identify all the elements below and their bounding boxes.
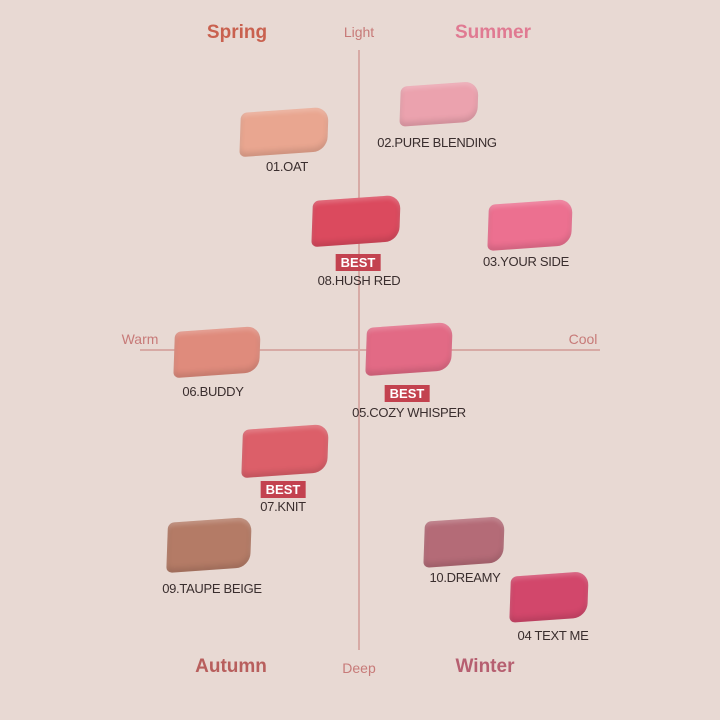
best-badge: BEST xyxy=(384,385,430,402)
shade-label-your-side: 03.YOUR SIDE xyxy=(483,254,569,269)
swatch-hush-red xyxy=(311,194,401,248)
axis-label-warm: Warm xyxy=(121,331,159,347)
axis-label-deep: Deep xyxy=(342,660,376,676)
shade-label-buddy: 06.BUDDY xyxy=(182,384,244,399)
season-winter: Winter xyxy=(455,656,515,677)
axis-label-cool: Cool xyxy=(568,331,598,347)
season-spring: Spring xyxy=(206,22,268,43)
swatch-oat xyxy=(239,106,329,158)
swatch-knit xyxy=(241,423,329,479)
swatch-taupe-beige xyxy=(166,516,252,574)
best-badge: BEST xyxy=(260,481,306,498)
swatch-your-side xyxy=(487,198,573,252)
swatch-text-me xyxy=(509,571,589,623)
best-badge: BEST xyxy=(335,254,381,271)
shade-label-oat: 01.OAT xyxy=(265,159,309,174)
shade-label-text-me: 04 TEXT ME xyxy=(517,628,589,643)
swatch-pure-blending xyxy=(399,81,479,127)
shade-label-taupe-beige: 09.TAUPE BEIGE xyxy=(162,581,262,596)
swatch-dreamy xyxy=(423,516,505,568)
swatch-cozy-whisper xyxy=(365,321,453,377)
season-autumn: Autumn xyxy=(195,656,267,677)
shade-label-dreamy: 10.DREAMY xyxy=(429,570,501,585)
shade-label-hush-red: 08.HUSH RED xyxy=(317,273,401,288)
swatch-buddy xyxy=(173,325,261,379)
shade-label-knit: 07.KNIT xyxy=(260,499,306,514)
axis-label-light: Light xyxy=(343,24,375,40)
season-summer: Summer xyxy=(454,22,532,43)
shade-label-pure-blending: 02.PURE BLENDING xyxy=(377,135,497,150)
shade-label-cozy-whisper: 05.COZY WHISPER xyxy=(352,405,466,420)
